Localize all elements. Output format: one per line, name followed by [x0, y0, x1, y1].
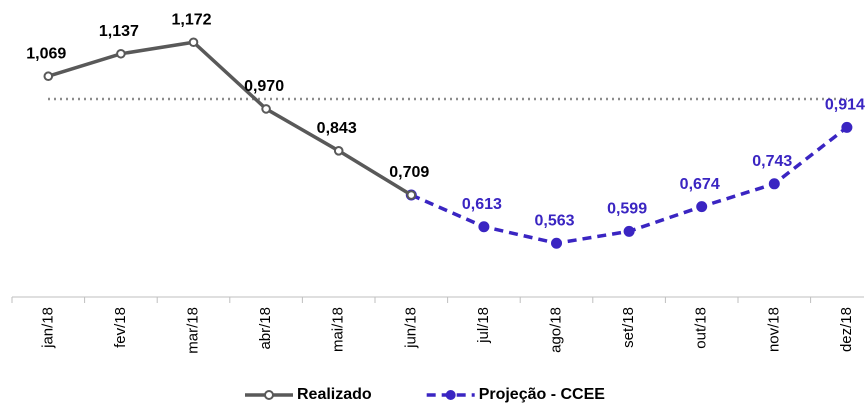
x-tick-label: jan/18: [39, 307, 56, 349]
x-tick-label: jun/18: [402, 307, 419, 349]
data-label: 1,172: [171, 11, 211, 28]
point: [406, 190, 417, 200]
point: [261, 104, 271, 114]
legend-label: Realizado: [297, 386, 372, 403]
point: [478, 221, 490, 233]
x-tick-label: nov/18: [765, 307, 782, 352]
legend-marker: [264, 390, 274, 400]
point: [188, 37, 199, 48]
x-tick-label: mar/18: [184, 307, 201, 354]
x-tick-label: ago/18: [547, 307, 564, 353]
series-line: [47, 40, 413, 197]
data-label: 1,069: [26, 45, 66, 62]
point: [841, 121, 853, 133]
x-tick-label: jul/18: [475, 307, 492, 344]
data-label: 0,743: [752, 153, 792, 170]
data-label: 0,843: [317, 120, 357, 137]
x-tick-label: abr/18: [257, 307, 274, 350]
data-label: 0,970: [244, 78, 284, 95]
point: [43, 71, 54, 82]
data-label: 0,563: [534, 212, 574, 229]
x-tick-label: out/18: [693, 307, 710, 349]
x-tick-label: set/18: [620, 307, 637, 348]
point: [623, 225, 635, 237]
point: [696, 201, 708, 213]
point: [551, 237, 562, 249]
point: [116, 48, 126, 59]
legend-marker: [445, 390, 456, 400]
x-tick-label: mai/18: [330, 307, 347, 352]
data-label: 0,674: [680, 176, 720, 193]
point: [768, 178, 780, 190]
point: [333, 146, 344, 156]
x-tick-label: dez/18: [838, 307, 855, 352]
x-tick-label: fev/18: [112, 307, 129, 348]
legend-label: Projeção - CCEE: [479, 386, 606, 403]
data-label: 1,137: [99, 23, 139, 40]
data-label: 0,613: [462, 196, 502, 213]
data-label: 0,709: [389, 164, 429, 181]
data-label: 0,599: [607, 201, 647, 218]
data-label: 0,914: [825, 97, 865, 114]
